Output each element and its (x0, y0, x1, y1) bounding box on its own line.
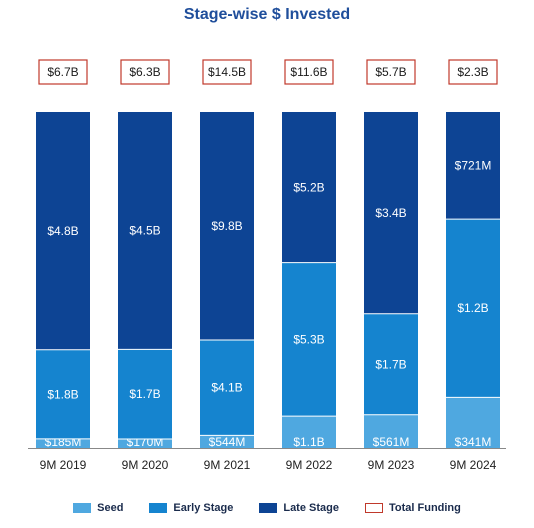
data-label-late-stage: $3.4B (375, 206, 406, 220)
bar-segment-seed (118, 439, 172, 448)
bar-segment-late-stage (200, 112, 254, 340)
data-label-early-stage: $1.7B (375, 357, 406, 371)
data-label-late-stage: $9.8B (211, 219, 242, 233)
data-label-late-stage: $5.2B (293, 180, 324, 194)
data-label-seed: $341M (455, 435, 492, 449)
x-tick-label: 9M 2019 (40, 458, 87, 472)
data-label-late-stage: $721M (455, 159, 492, 173)
legend-label-seed: Seed (97, 502, 124, 514)
bar-segment-late-stage (36, 112, 90, 350)
bar-segment-late-stage (364, 112, 418, 314)
total-funding-box (284, 59, 334, 85)
total-funding-label: $14.5B (208, 65, 246, 79)
x-tick-label: 9M 2024 (450, 458, 497, 472)
data-label-seed: $544M (209, 435, 246, 449)
bar-segment-late-stage (282, 112, 336, 263)
legend-swatch-early-stage (149, 503, 168, 513)
data-label-early-stage: $5.3B (293, 332, 324, 346)
total-funding-label: $6.3B (129, 65, 160, 79)
data-label-early-stage: $4.1B (211, 381, 242, 395)
bar-segment-early-stage (36, 349, 90, 439)
data-label-late-stage: $4.8B (47, 224, 78, 238)
x-tick-label: 9M 2022 (286, 458, 333, 472)
total-funding-label: $11.6B (290, 65, 327, 79)
bar-segment-early-stage (446, 219, 500, 398)
data-label-early-stage: $1.2B (457, 301, 488, 315)
total-funding-box (448, 59, 498, 85)
data-label-seed: $1.1B (293, 435, 324, 449)
legend-label-early-stage: Early Stage (173, 502, 234, 514)
data-label-seed: $561M (373, 435, 410, 449)
legend-item-early-stage: Early Stage (149, 502, 233, 514)
legend-swatch-total-funding (364, 503, 383, 513)
bar-segment-early-stage (364, 313, 418, 415)
bar-segment-seed (282, 416, 336, 448)
data-label-early-stage: $1.7B (129, 387, 160, 401)
legend-item-total-funding: Total Funding (364, 502, 461, 514)
legend-label-late-stage: Late Stage (283, 502, 339, 514)
legend-item-seed: Seed (73, 502, 123, 514)
total-funding-box (366, 59, 416, 85)
bar-segment-early-stage (118, 349, 172, 440)
bar-segment-seed (446, 397, 500, 448)
x-tick-label: 9M 2023 (368, 458, 415, 472)
bar-segment-early-stage (200, 339, 254, 436)
legend-label-total-funding: Total Funding (388, 502, 461, 514)
legend-item-late-stage: Late Stage (259, 502, 339, 514)
bar-segment-late-stage (118, 112, 172, 350)
legend: Seed Early Stage Late Stage Total Fundin… (0, 502, 534, 514)
total-funding-label: $6.7B (47, 65, 78, 79)
x-tick-label: 9M 2021 (204, 458, 251, 472)
total-funding-label: $5.7B (375, 65, 406, 79)
total-funding-box (38, 59, 88, 85)
total-funding-box (202, 59, 252, 85)
bar-segment-seed (364, 414, 418, 448)
bar-segment-seed (36, 438, 90, 448)
legend-swatch-late-stage (259, 503, 278, 513)
total-funding-box (120, 59, 170, 85)
total-funding-label: $2.3B (457, 65, 488, 79)
legend-swatch-seed (73, 503, 92, 513)
data-label-late-stage: $4.5B (129, 224, 160, 238)
bar-segment-seed (200, 435, 254, 448)
bar-segment-early-stage (282, 262, 336, 417)
chart-title: Stage-wise $ Invested (183, 6, 351, 23)
bar-segment-late-stage (446, 112, 500, 220)
data-label-early-stage: $1.8B (47, 387, 78, 401)
x-tick-label: 9M 2020 (122, 458, 169, 472)
